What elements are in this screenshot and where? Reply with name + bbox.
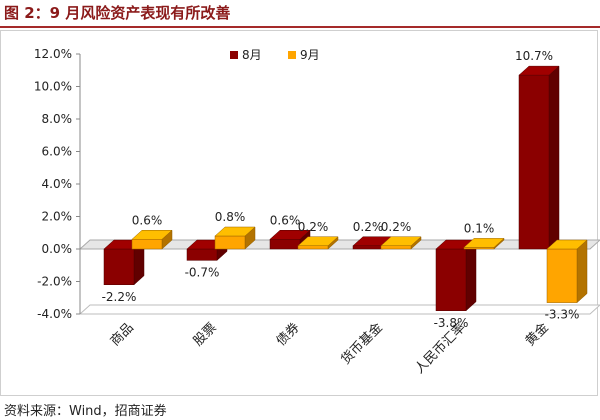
bar-8-4 <box>435 239 477 312</box>
legend-swatch-9 <box>288 51 296 59</box>
x-tick-label: 黄金 <box>522 320 552 350</box>
chart-floor <box>78 239 600 315</box>
legend-label-8: 8月 <box>242 48 262 62</box>
y-tick-label: 10.0% <box>34 80 72 94</box>
x-tick-label: 股票 <box>191 320 220 349</box>
bar-9-3 <box>380 236 422 250</box>
data-labels: -2.2%0.6%-0.7%0.8% 0.6%0.2% 0.2%0.2%-3.8%0… <box>102 49 580 330</box>
bar-8-5 <box>518 65 560 250</box>
x-tick-label: 货币基金 <box>338 320 386 368</box>
source-note: 资料来源：Wind，招商证券 <box>4 404 167 419</box>
legend-swatch-8 <box>230 51 238 59</box>
data-label: -0.7% <box>185 265 220 279</box>
y-tick-label: -4.0% <box>37 307 72 321</box>
y-tick-label: 12.0% <box>34 47 72 61</box>
bars <box>103 65 588 312</box>
bar-9-5 <box>546 239 588 304</box>
data-label: -2.2% <box>102 290 137 304</box>
y-tick-label: 4.0% <box>42 177 73 191</box>
legend-label-9: 9月 <box>300 48 320 62</box>
data-label: 0.1% <box>464 221 495 235</box>
data-label: 0.8% <box>215 210 246 224</box>
data-label: 0.2% <box>381 220 412 234</box>
y-tick-label: 2.0% <box>42 210 73 224</box>
data-label: 0.6% <box>132 213 163 227</box>
y-tick-label: 6.0% <box>42 145 73 159</box>
data-label: 0.2% <box>298 220 329 234</box>
chart-frame <box>0 30 598 396</box>
bar-9-2 <box>297 236 339 250</box>
data-label: -3.3% <box>545 308 580 322</box>
data-label: 0.6% <box>270 213 301 227</box>
bar-chart: -4.0% -2.0% 0.0% 2.0% 4.0% 6.0% 8.0% 10.0% 12.0%… <box>34 47 600 377</box>
y-tick-label: 0.0% <box>42 242 73 256</box>
x-axis-ticks: 商品 股票 债券 货币基金 人民币汇率 黄金 <box>108 320 552 377</box>
bar-9-4 <box>463 237 505 250</box>
bar-9-1 <box>214 226 256 250</box>
data-label: 10.7% <box>515 49 553 63</box>
y-axis-ticks: -4.0% -2.0% 0.0% 2.0% 4.0% 6.0% 8.0% 10.0% 12.0% <box>34 47 80 321</box>
y-tick-label: -2.0% <box>37 275 72 289</box>
legend: 8月 9月 <box>230 48 320 62</box>
bar-9-0 <box>131 229 173 250</box>
x-tick-label: 债券 <box>273 320 303 350</box>
data-label: 0.2% <box>353 220 384 234</box>
title-rule <box>0 26 600 28</box>
data-label: -3.8% <box>434 316 469 330</box>
floor-plane <box>78 304 600 315</box>
chart-title: 图 2：9 月风险资产表现有所改善 <box>4 4 231 22</box>
y-tick-label: 8.0% <box>42 112 73 126</box>
x-tick-label: 商品 <box>108 320 137 349</box>
